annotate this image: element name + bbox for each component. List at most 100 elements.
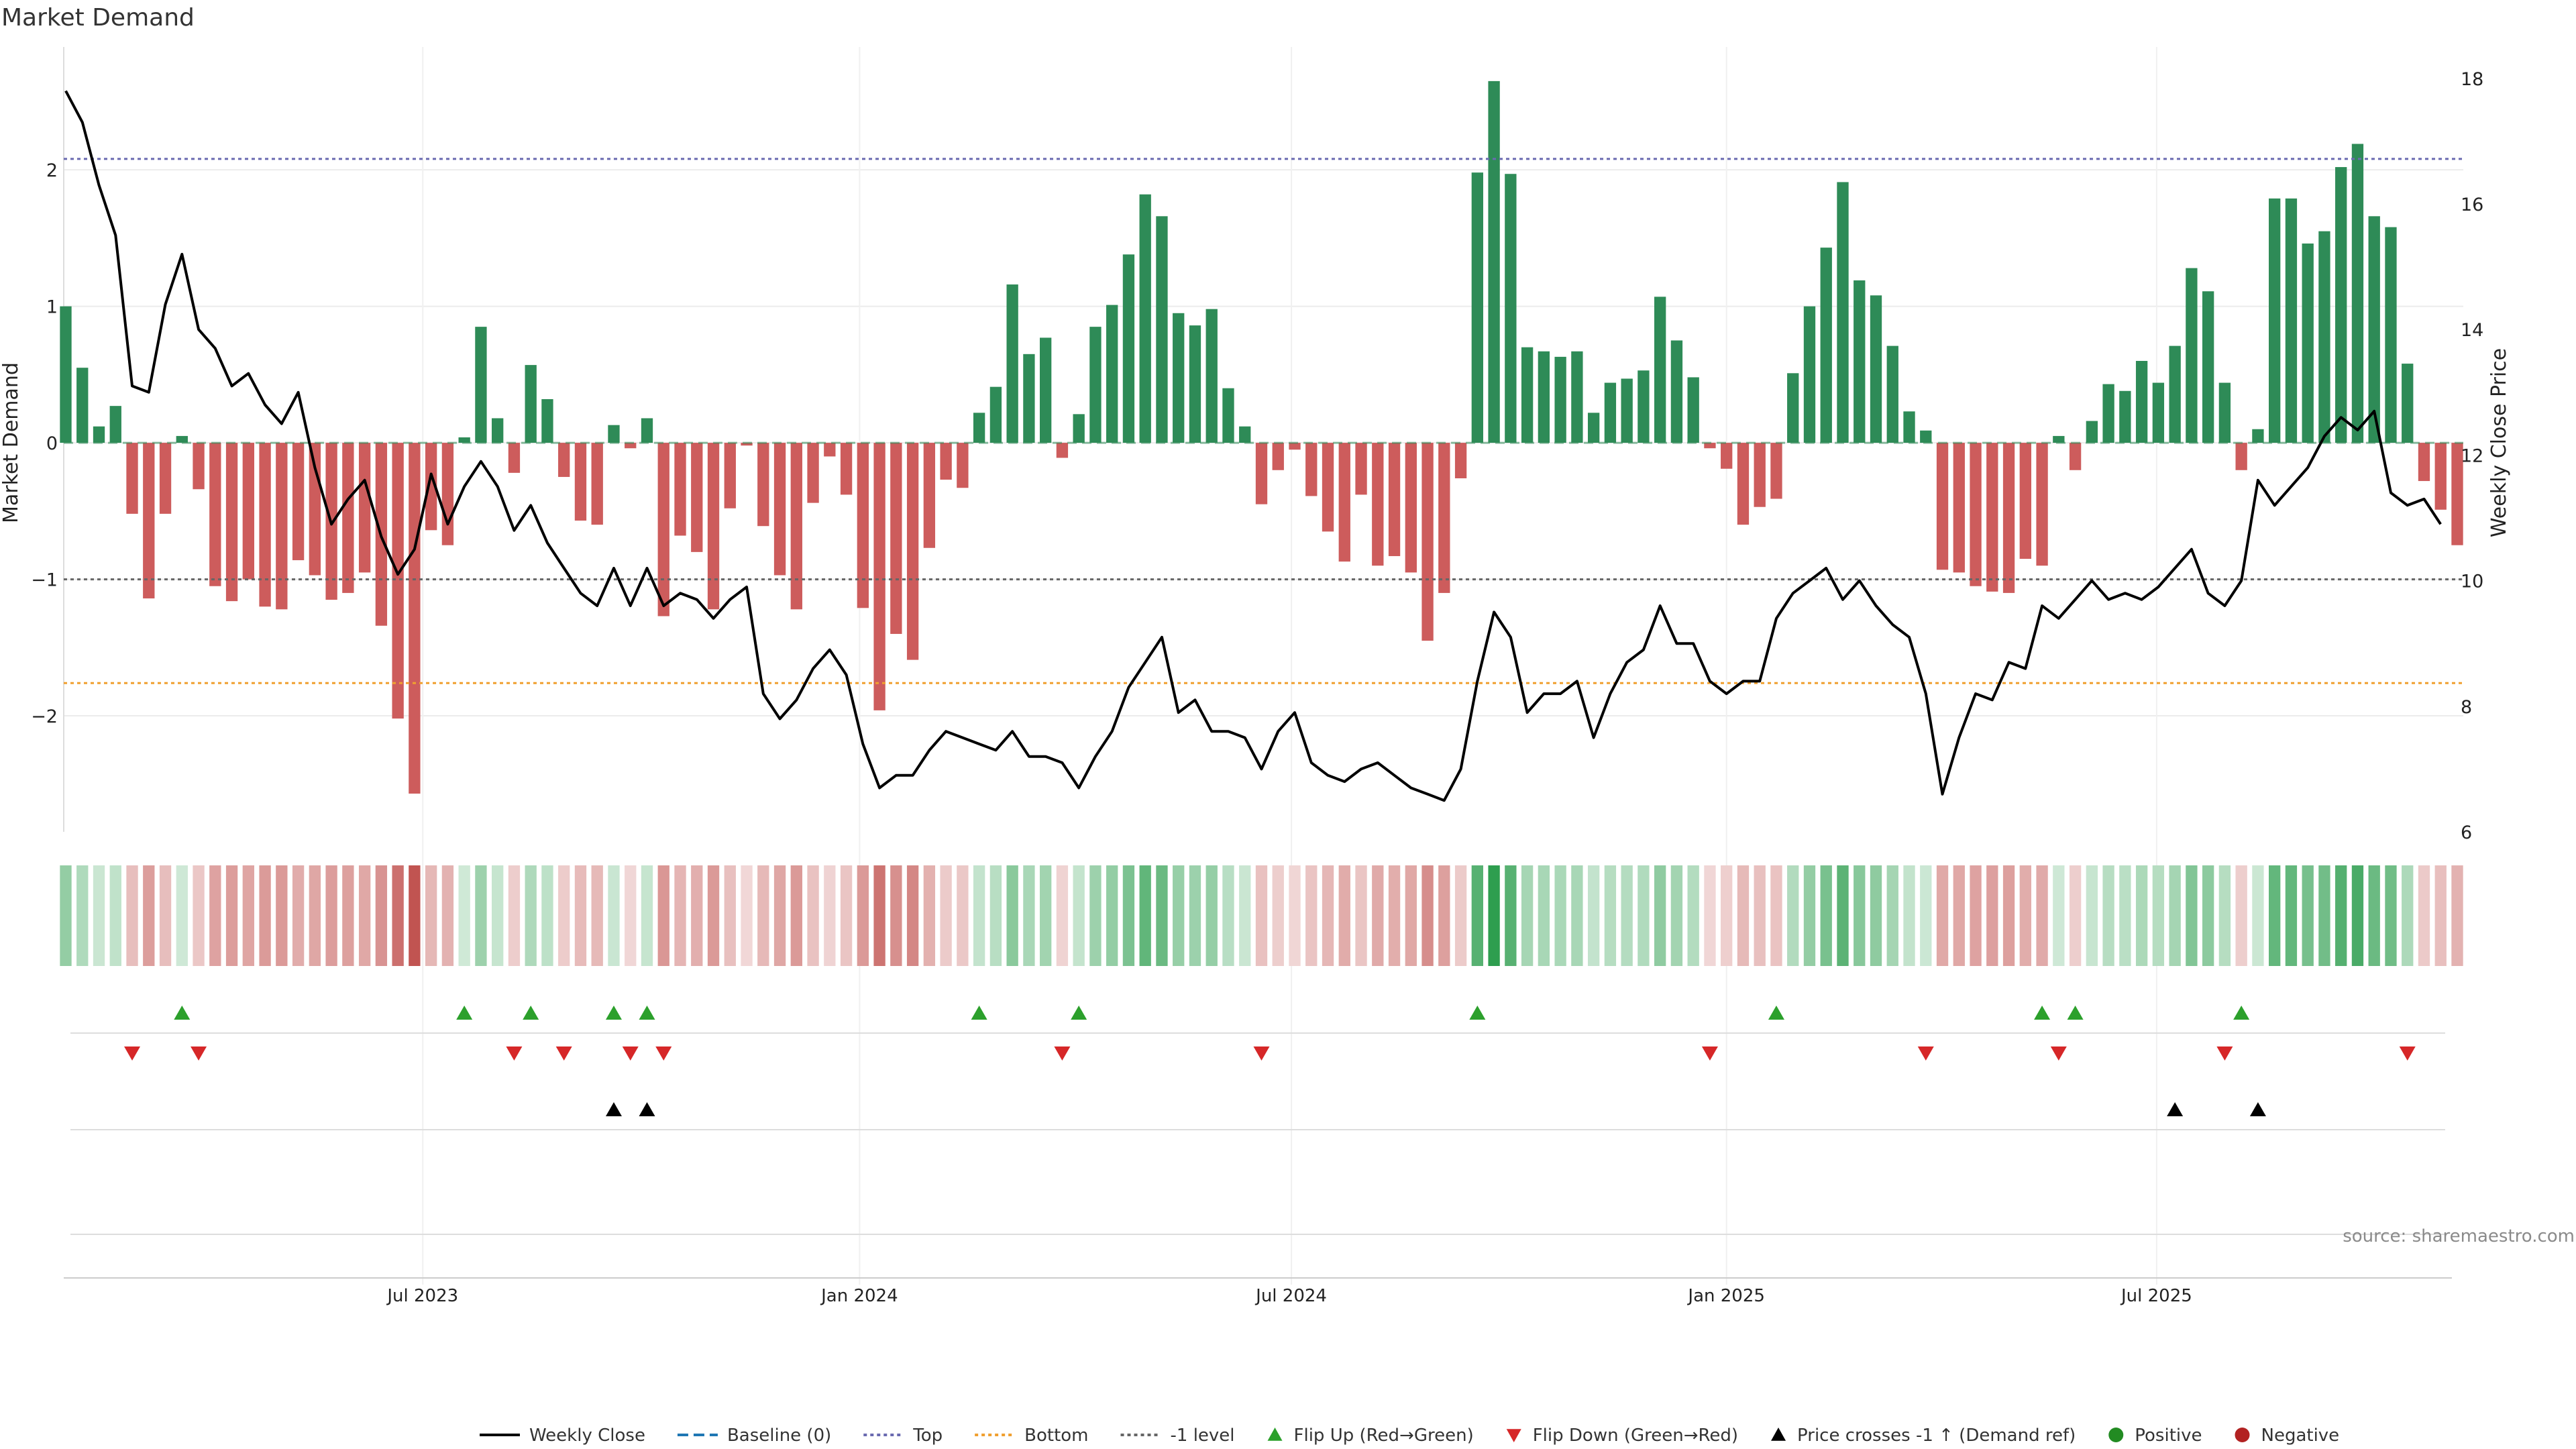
legend-item: Flip Up (Red→Green) (1267, 1426, 1474, 1446)
price-cross-marker (2167, 1102, 2184, 1116)
legend-swatch (1771, 1428, 1786, 1441)
demand-bar (1471, 172, 1484, 443)
demand-bar (691, 443, 703, 552)
legend-swatch (1267, 1428, 1283, 1441)
legend-label: Bottom (1024, 1426, 1088, 1446)
heat-cell (242, 865, 254, 966)
heat-cell (1454, 865, 1467, 966)
y-tick-label: 2 (46, 160, 58, 181)
demand-bar (1173, 313, 1185, 443)
demand-bar (2235, 443, 2247, 470)
heat-cell (441, 865, 454, 966)
flip-down-marker (2399, 1046, 2416, 1061)
heat-cell (989, 865, 1002, 966)
heat-cell (691, 865, 703, 966)
y2-tick-label: 6 (2461, 822, 2472, 843)
heat-cell (2069, 865, 2082, 966)
heat-cell (1803, 865, 1816, 966)
demand-bar (1023, 354, 1035, 443)
demand-bar (2434, 443, 2447, 510)
heat-cell (1903, 865, 1915, 966)
demand-bar (1372, 443, 1384, 566)
heat-cell (60, 865, 72, 966)
heat-cell (1039, 865, 1052, 966)
heat-cell (209, 865, 221, 966)
heat-cell (1156, 865, 1168, 966)
demand-bar (1006, 284, 1018, 443)
heat-cell (2418, 865, 2430, 966)
heat-cell (873, 865, 885, 966)
demand-bar (2285, 198, 2298, 443)
flip-up-marker (174, 1006, 191, 1020)
legend-label: -1 level (1171, 1426, 1235, 1446)
flip-up-marker (456, 1006, 473, 1020)
demand-bar (1222, 388, 1234, 443)
y2-tick-label: 12 (2461, 445, 2483, 466)
demand-bar (193, 443, 205, 490)
demand-bar (2202, 291, 2214, 443)
heat-cell (2269, 865, 2281, 966)
demand-bar (126, 443, 138, 514)
heat-cell (1139, 865, 1151, 966)
heat-cell (325, 865, 337, 966)
demand-bar (608, 425, 620, 443)
demand-bar (1737, 443, 1750, 525)
demand-bar (2385, 227, 2397, 443)
demand-bar (674, 443, 686, 536)
demand-bar (574, 443, 587, 521)
legend-item: Top (863, 1426, 943, 1446)
demand-bar (1886, 345, 1898, 443)
heat-cell (2235, 865, 2247, 966)
flip-up-marker (2233, 1006, 2250, 1020)
x-tick-label: Jul 2023 (386, 1286, 458, 1306)
demand-bar (1289, 443, 1301, 450)
flip-down-marker (1054, 1046, 1071, 1061)
heat-cell (757, 865, 769, 966)
gridlines (64, 47, 2463, 1285)
demand-bar (1421, 443, 1434, 641)
heat-cell (1571, 865, 1583, 966)
heat-cell (1621, 865, 1633, 966)
heat-cell (824, 865, 836, 966)
heat-cell (1405, 865, 1417, 966)
heat-cell (973, 865, 985, 966)
heat-cell (1953, 865, 1965, 966)
demand-bar (2019, 443, 2031, 559)
demand-bar (940, 443, 952, 480)
heat-cell (1372, 865, 1384, 966)
heat-cell (2152, 865, 2165, 966)
flip-marker-lanes (64, 1006, 2452, 1279)
chart-title: Market Demand (1, 4, 195, 32)
heat-cell (1820, 865, 1832, 966)
demand-bar (1122, 254, 1135, 443)
x-tick-label: Jul 2024 (1254, 1286, 1327, 1306)
demand-bar (1936, 443, 1949, 570)
demand-bar (441, 443, 454, 545)
legend-swatch (2235, 1428, 2250, 1442)
demand-bar (508, 443, 521, 473)
heat-cell (276, 865, 288, 966)
heat-cell (1721, 865, 1733, 966)
heat-cell (591, 865, 603, 966)
heat-cell (1355, 865, 1367, 966)
demand-bar (1920, 430, 1932, 443)
demand-bar (989, 386, 1002, 443)
heat-cell (1521, 865, 1534, 966)
heat-cell (1471, 865, 1484, 966)
heat-cell (225, 865, 238, 966)
demand-bar (2402, 364, 2414, 443)
y-tick-label: 0 (46, 433, 58, 454)
heat-cell (1205, 865, 1218, 966)
heat-cell (1554, 865, 1566, 966)
reference-lines (64, 158, 2463, 684)
heat-cell (259, 865, 271, 966)
demand-bar (342, 443, 354, 593)
demand-bar (1638, 370, 1650, 443)
demand-bar (492, 418, 504, 443)
heat-cell (1338, 865, 1350, 966)
heat-cell (176, 865, 188, 966)
legend-swatch (2108, 1428, 2124, 1442)
flip-down-marker (655, 1046, 672, 1061)
demand-bar (2351, 144, 2364, 443)
